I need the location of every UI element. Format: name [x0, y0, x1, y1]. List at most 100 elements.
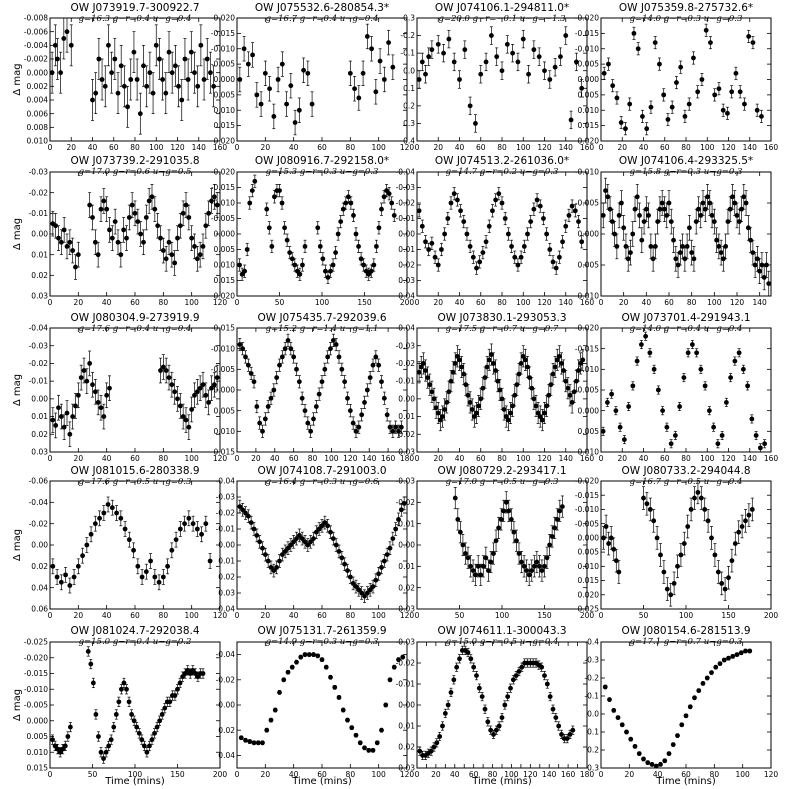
x-tick-label: 60 — [476, 298, 486, 307]
data-point — [525, 364, 530, 370]
y-tick-label: -0.010 — [575, 168, 599, 177]
data-point — [289, 664, 295, 670]
y-tick-label: -0.020 — [24, 653, 48, 662]
data-point — [462, 47, 468, 53]
y-tick-label: -0.004 — [24, 41, 48, 50]
data-point — [317, 244, 323, 249]
data-point — [166, 239, 172, 245]
data-point — [186, 515, 192, 521]
y-tick-label: -0.020 — [211, 168, 235, 177]
data-point — [653, 244, 658, 249]
data-point — [668, 219, 674, 225]
data-point — [643, 206, 649, 212]
data-point — [172, 693, 178, 698]
data-point — [87, 361, 93, 366]
data-point — [75, 252, 81, 258]
y-tick-label: 0.010 — [27, 137, 49, 146]
data-point — [757, 268, 763, 274]
data-point — [200, 382, 206, 388]
data-point — [92, 389, 98, 395]
data-point — [520, 36, 526, 42]
data-point — [195, 83, 201, 89]
x-tick-label: 0 — [48, 454, 53, 463]
panel-title: OW J080154.6-281513.9 — [621, 625, 750, 637]
data-point — [539, 568, 545, 573]
data-point — [362, 745, 367, 751]
data-point — [704, 675, 710, 681]
y-tick-label: 0.015 — [578, 121, 600, 130]
x-tick-label: 150 — [170, 770, 185, 779]
data-point — [726, 575, 731, 581]
x-axis-label: Time (mins) — [104, 776, 165, 787]
data-point — [109, 505, 115, 511]
data-point — [484, 364, 490, 370]
y-tick-label: -0.04 — [396, 324, 416, 333]
axes-frame — [49, 641, 221, 769]
data-point — [566, 213, 572, 218]
data-point — [374, 244, 379, 249]
data-point — [152, 730, 157, 736]
data-point — [508, 517, 514, 522]
data-point — [141, 743, 147, 749]
y-tick-label: -0.010 — [24, 685, 48, 694]
y-tick-label: 0.000 — [27, 68, 49, 77]
y-tick-label: 0.02 — [218, 726, 235, 735]
data-point — [632, 206, 638, 212]
x-tick-label: 20 — [261, 770, 271, 779]
data-point — [61, 36, 67, 41]
data-point — [376, 362, 382, 368]
data-point — [311, 652, 316, 657]
y-tick-label: -0.015 — [575, 491, 599, 500]
data-point — [515, 59, 521, 65]
data-point — [90, 382, 95, 388]
data-point — [143, 215, 149, 220]
data-point — [277, 188, 282, 194]
data-point — [666, 751, 672, 756]
x-tick-label: 20 — [617, 454, 627, 463]
data-point — [200, 244, 206, 249]
data-point — [302, 652, 308, 657]
data-point — [209, 198, 214, 204]
data-point — [641, 219, 647, 225]
data-point — [294, 366, 299, 372]
data-point — [503, 414, 509, 419]
y-tick-label: 0.00 — [398, 541, 415, 550]
data-point — [291, 354, 297, 360]
data-point — [668, 592, 674, 598]
x-tick-label: 180 — [580, 770, 595, 779]
y-tick-label: -0.015 — [575, 29, 599, 38]
x-tick-label: 100 — [315, 298, 330, 307]
data-point — [183, 417, 189, 423]
x-tick-label: 80 — [497, 143, 507, 152]
light-curve-panel: OW J081024.7-292038.4g=15.0 g−r=0.4 u−g=… — [24, 625, 228, 779]
data-point — [169, 252, 175, 258]
data-point — [198, 42, 204, 48]
data-point — [167, 699, 173, 705]
data-point — [572, 208, 578, 214]
data-point — [169, 382, 175, 388]
data-point — [501, 407, 507, 412]
y-tick-label: -0.04 — [29, 498, 49, 507]
data-point — [162, 705, 168, 711]
data-point — [745, 383, 751, 389]
data-point — [80, 553, 85, 559]
y-tick-label: 0.04 — [218, 751, 235, 760]
y-tick-label: 0.015 — [27, 764, 49, 773]
data-point — [448, 378, 454, 384]
data-point — [455, 517, 461, 522]
data-point — [661, 92, 667, 98]
data-point — [84, 542, 90, 548]
data-point — [116, 699, 122, 705]
data-point — [468, 563, 473, 569]
data-point — [691, 55, 696, 61]
data-point — [554, 517, 560, 522]
data-point — [698, 213, 704, 218]
y-tick-label: -0.02 — [396, 199, 416, 208]
data-point — [160, 364, 166, 370]
data-point — [625, 256, 631, 262]
panel-title: OW J074106.1-294811.0* — [435, 2, 569, 14]
data-point — [299, 395, 305, 401]
data-point — [648, 104, 654, 110]
x-tick-label: 0 — [235, 298, 240, 307]
data-point — [478, 572, 484, 578]
